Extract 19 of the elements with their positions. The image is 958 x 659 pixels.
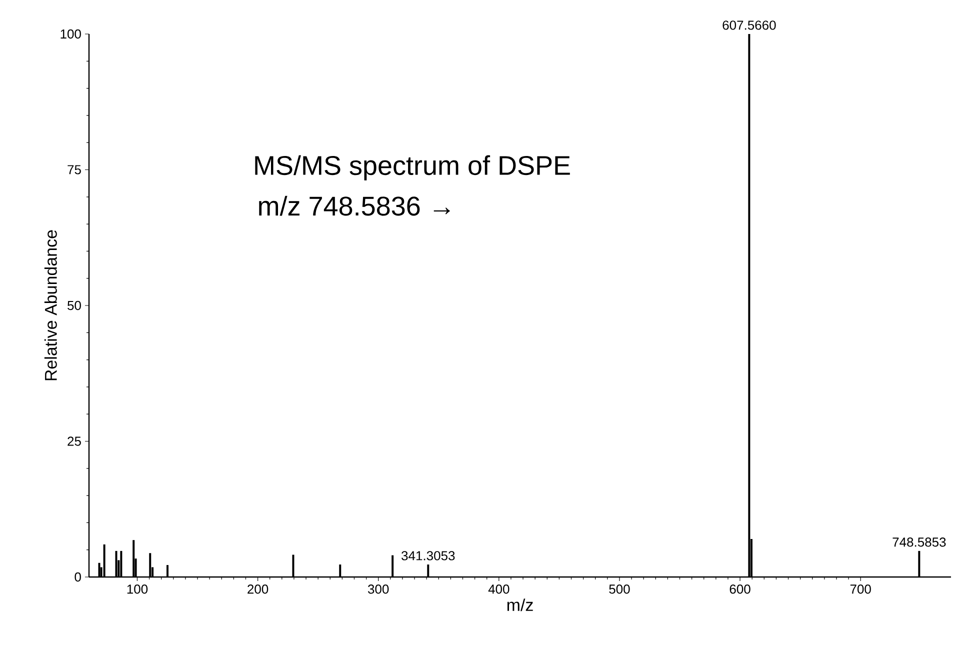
x-tick-label: 200 [248, 584, 268, 594]
annotation: MS/MS spectrum of DSPE [255, 155, 570, 180]
x-axis-title: m/z [507, 598, 533, 612]
x-tick-label: 300 [368, 584, 389, 594]
y-tick-label: 75 [68, 165, 81, 174]
x-tick-label: 100 [127, 584, 148, 594]
y-tick-label: 50 [68, 300, 81, 310]
y-axis-title: Relative Abundance [44, 230, 57, 380]
y-tick-label: 100 [60, 29, 81, 39]
x-tick-label: 700 [850, 584, 871, 594]
annotation: 341.3053 [402, 551, 455, 560]
x-tick-label: 600 [730, 584, 750, 594]
x-tick-label: 500 [609, 584, 630, 594]
x-tick-label: 400 [488, 584, 510, 594]
y-tick-label: 0 [74, 572, 81, 582]
y-tick-label: 25 [68, 436, 81, 446]
annotation: 607.5660 [722, 20, 776, 30]
annotation: m/z 748.5836 → [259, 196, 450, 216]
annotation: 748.5853 [892, 538, 946, 547]
